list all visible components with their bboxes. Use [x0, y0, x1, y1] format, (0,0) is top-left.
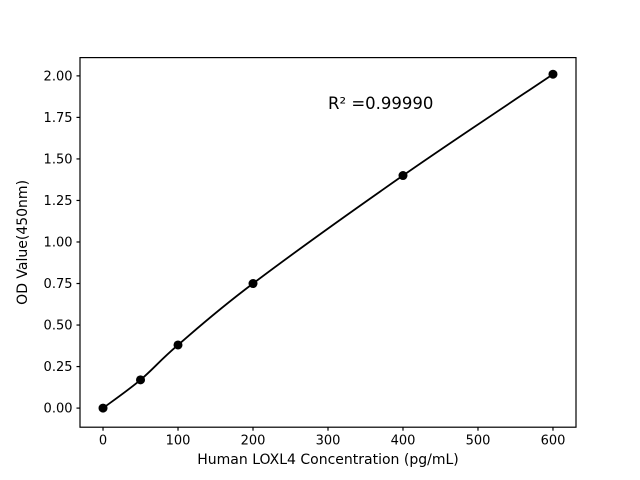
y-tick-label: 0.25 [44, 360, 73, 375]
y-tick-label: 1.25 [44, 194, 73, 209]
x-tick-label: 200 [241, 434, 266, 449]
data-point-marker [136, 375, 146, 385]
x-axis-label: Human LOXL4 Concentration (pg/mL) [197, 452, 458, 468]
y-tick-label: 1.75 [44, 111, 73, 126]
data-point-marker [398, 171, 408, 181]
data-point-marker [173, 340, 183, 350]
data-point-marker [248, 279, 258, 289]
y-axis-label: OD Value(450nm) [15, 180, 31, 305]
y-tick-label: 2.00 [44, 69, 73, 84]
y-tick-label: 0.50 [44, 319, 73, 334]
y-tick-label: 1.50 [44, 152, 73, 167]
data-point-marker [548, 69, 558, 79]
x-tick-label: 300 [316, 434, 341, 449]
data-point-marker [98, 403, 108, 413]
x-tick-label: 0 [99, 434, 107, 449]
x-tick-label: 600 [541, 434, 566, 449]
x-tick-label: 500 [466, 434, 491, 449]
y-tick-label: 0.00 [44, 402, 73, 417]
x-tick-label: 100 [166, 434, 191, 449]
y-tick-label: 0.75 [44, 277, 73, 292]
x-tick-label: 400 [391, 434, 416, 449]
r-squared-annotation: R² =0.99990 [328, 94, 433, 113]
y-tick-label: 1.00 [44, 235, 73, 250]
